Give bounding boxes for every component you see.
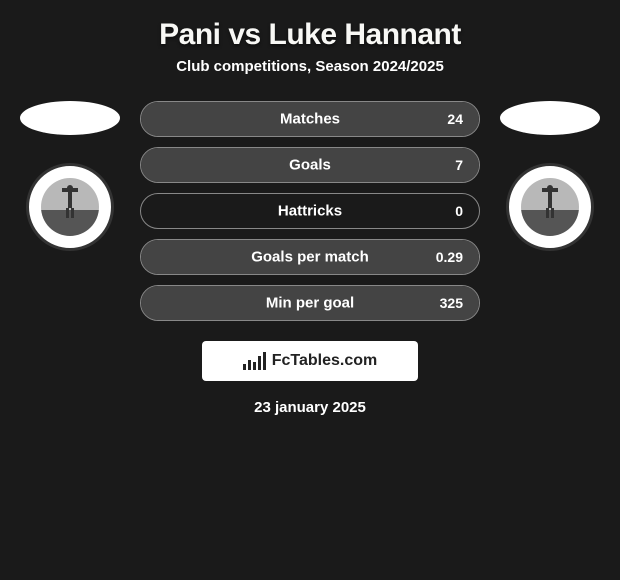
right-player-photo xyxy=(500,101,600,135)
badge-graphic xyxy=(41,178,99,236)
left-player-photo xyxy=(20,101,120,135)
stat-label: Goals xyxy=(289,157,331,174)
brand-text: FcTables.com xyxy=(272,352,378,370)
stat-value-right: 0 xyxy=(455,203,463,219)
stat-value-right: 0.29 xyxy=(436,249,463,265)
left-player-col xyxy=(20,93,120,251)
stat-label: Matches xyxy=(280,111,340,128)
bar-chart-icon xyxy=(243,352,266,370)
stat-value-right: 7 xyxy=(455,157,463,173)
right-player-col xyxy=(500,93,600,251)
stat-label: Goals per match xyxy=(251,249,369,266)
stat-value-right: 24 xyxy=(447,111,463,127)
angel-figure-icon xyxy=(60,184,80,220)
comparison-row: Matches 24 Goals 7 Hattricks 0 Goals per… xyxy=(0,93,620,321)
snapshot-date: 23 january 2025 xyxy=(254,399,366,416)
stat-label: Min per goal xyxy=(266,295,354,312)
stats-column: Matches 24 Goals 7 Hattricks 0 Goals per… xyxy=(140,93,480,321)
brand-badge[interactable]: FcTables.com xyxy=(202,341,418,381)
comparison-card: Pani vs Luke Hannant Club competitions, … xyxy=(0,0,620,426)
stat-row-matches: Matches 24 xyxy=(140,101,480,137)
page-subtitle: Club competitions, Season 2024/2025 xyxy=(176,58,444,75)
stat-row-mpg: Min per goal 325 xyxy=(140,285,480,321)
right-club-badge xyxy=(506,163,594,251)
badge-graphic xyxy=(521,178,579,236)
left-club-badge xyxy=(26,163,114,251)
stat-value-right: 325 xyxy=(440,295,463,311)
stat-label: Hattricks xyxy=(278,203,342,220)
angel-figure-icon xyxy=(540,184,560,220)
stat-row-goals: Goals 7 xyxy=(140,147,480,183)
stat-row-gpm: Goals per match 0.29 xyxy=(140,239,480,275)
stat-row-hattricks: Hattricks 0 xyxy=(140,193,480,229)
page-title: Pani vs Luke Hannant xyxy=(159,18,461,52)
